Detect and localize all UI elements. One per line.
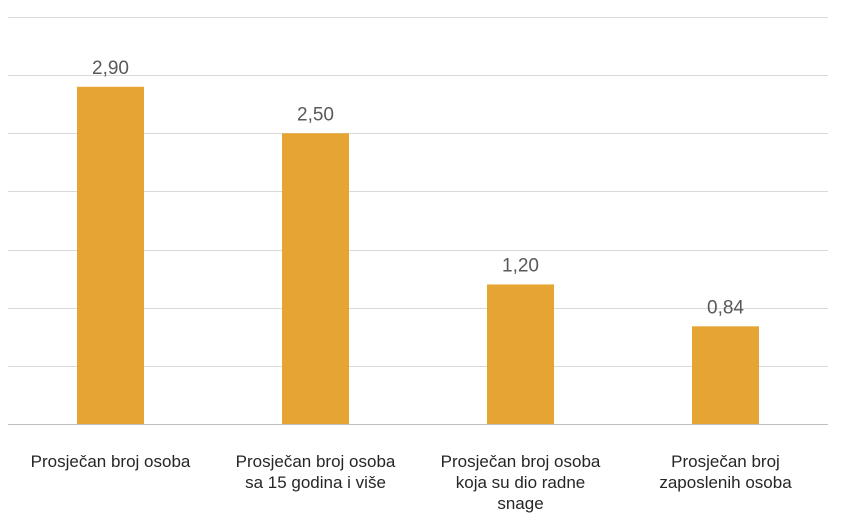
gridlines (8, 17, 828, 425)
bar-4 (692, 326, 759, 424)
data-label-3: 1,20 (502, 255, 539, 276)
category-labels: Prosječan broj osoba Prosječan broj osoba… (31, 452, 793, 513)
bar-2 (282, 133, 349, 425)
category-label-line: zaposlenih osoba (659, 473, 792, 492)
category-label-line: Prosječan broj osoba (441, 452, 601, 471)
category-label-3: Prosječan broj osoba koja su dio radne sna… (441, 452, 601, 513)
category-label-line: Prosječan broj (671, 452, 780, 471)
bar-1 (77, 86, 144, 425)
category-label-4: Prosječan broj zaposlenih osoba (659, 452, 792, 492)
category-label-line: koja su dio radne (456, 473, 585, 492)
category-label-line: Prosječan broj osoba (236, 452, 396, 471)
data-label-2: 2,50 (297, 104, 334, 125)
data-label-1: 2,90 (92, 58, 129, 79)
category-label-2: Prosječan broj osoba sa 15 godina i više (236, 452, 396, 492)
bar-3 (487, 284, 554, 424)
category-label-line: Prosječan broj osoba (31, 452, 191, 471)
category-label-1: Prosječan broj osoba (31, 452, 191, 471)
category-label-line: snage (497, 494, 543, 513)
data-label-4: 0,84 (707, 297, 744, 318)
data-labels: 2,90 2,50 1,20 0,84 (92, 58, 744, 319)
bars (77, 86, 759, 425)
category-label-line: sa 15 godina i više (245, 473, 386, 492)
